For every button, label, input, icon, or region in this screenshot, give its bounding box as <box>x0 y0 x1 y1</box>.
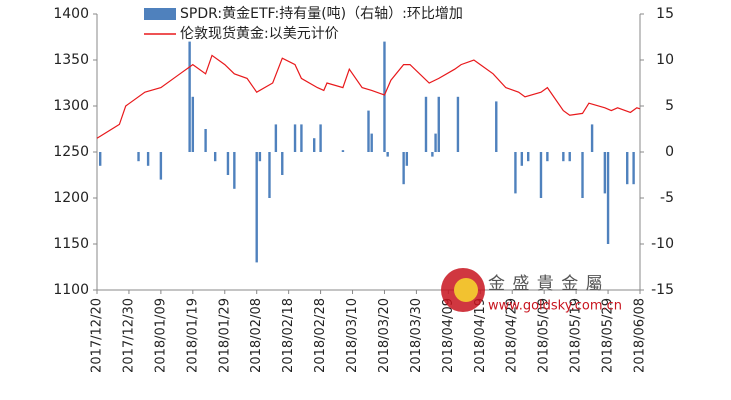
bar <box>204 129 207 152</box>
x-tick-label: 2018/03/30 <box>409 298 424 373</box>
bar <box>603 152 607 194</box>
bar <box>546 152 549 162</box>
y-tick-label: 1100 <box>53 282 89 298</box>
x-tick-label: 2018/04/19 <box>473 298 488 373</box>
bar <box>562 152 565 162</box>
y2-tick-label: 5 <box>665 98 674 114</box>
line <box>96 54 641 139</box>
x-tick-label: 2018/02/18 <box>281 298 296 373</box>
y-tick-label: 1150 <box>53 236 89 252</box>
bar <box>268 152 271 198</box>
logo-sun <box>454 278 478 302</box>
legend-label: SPDR:黄金ETF:持有量(吨)（右轴）:环比增加 <box>180 5 463 22</box>
logo-name: 金 盛 貴 金 屬 <box>488 274 604 294</box>
bar <box>146 152 150 166</box>
bar <box>370 133 373 152</box>
y2-tick-label: -15 <box>651 282 674 298</box>
bar <box>434 133 437 152</box>
x-tick-label: 2018/02/28 <box>313 298 328 373</box>
bar <box>495 101 498 152</box>
bar <box>456 96 460 152</box>
bar <box>300 124 303 152</box>
bar <box>581 152 584 198</box>
bar <box>255 152 258 263</box>
bar <box>313 138 316 152</box>
bar <box>226 152 230 175</box>
legend-swatch <box>144 8 176 20</box>
bar <box>319 124 322 152</box>
bar <box>568 152 571 162</box>
watermark-logo: 金 盛 貴 金 屬 www.goldsky.com.cn <box>441 268 622 314</box>
bar <box>137 152 140 162</box>
bar <box>402 152 405 185</box>
x-tick-label: 2018/05/19 <box>569 298 584 373</box>
bar <box>539 152 543 198</box>
x-tick-label: 2018/03/20 <box>377 298 392 373</box>
bar <box>632 152 635 185</box>
bar <box>274 124 278 152</box>
y2-tick-label: 15 <box>656 6 674 22</box>
bar <box>590 124 594 152</box>
bar <box>606 152 610 244</box>
bar <box>514 152 517 194</box>
bar <box>233 152 236 189</box>
bar <box>527 152 530 162</box>
bar <box>159 152 163 180</box>
bar <box>367 110 370 152</box>
bar <box>405 152 409 166</box>
x-tick-label: 2018/03/10 <box>345 298 360 373</box>
x-tick-label: 2018/04/29 <box>505 298 520 373</box>
bar <box>383 41 386 152</box>
bar <box>213 152 217 162</box>
bar <box>341 150 345 152</box>
bar <box>520 152 524 166</box>
x-tick-label: 2017/12/30 <box>121 298 136 373</box>
x-tick-label: 2018/06/08 <box>633 298 648 373</box>
x-tick-label: 2018/04/09 <box>441 298 456 373</box>
x-tick-label: 2018/01/29 <box>217 298 232 373</box>
bar <box>424 96 428 152</box>
y2-tick-label: -10 <box>651 236 674 252</box>
y2-tick-label: -5 <box>660 190 674 206</box>
logo-url: www.goldsky.com.cn <box>488 299 622 314</box>
bar <box>98 152 102 166</box>
bar <box>626 152 629 185</box>
y2-tick-label: 10 <box>656 52 674 68</box>
bar <box>437 96 440 152</box>
x-tick-label: 2018/01/19 <box>185 298 200 373</box>
x-tick-label: 2018/01/09 <box>153 298 168 373</box>
x-tick-label: 2018/05/29 <box>601 298 616 373</box>
legend-label: 伦敦现货黄金:以美元计价 <box>180 25 339 42</box>
bar <box>386 152 389 157</box>
bar <box>188 41 191 152</box>
x-tick-label: 2018/05/09 <box>537 298 552 373</box>
y-tick-label: 1200 <box>53 190 89 206</box>
bar <box>258 152 262 162</box>
x-tick-label: 2018/02/08 <box>249 298 264 373</box>
y-tick-label: 1250 <box>53 144 89 160</box>
x-tick-label: 2017/12/20 <box>90 298 105 373</box>
bar <box>281 152 284 175</box>
y-tick-label: 1300 <box>53 98 89 114</box>
bar <box>191 96 195 152</box>
y-tick-label: 1350 <box>53 52 89 68</box>
bar <box>431 152 434 157</box>
y2-tick-label: 0 <box>665 144 674 160</box>
y-tick-label: 1400 <box>53 6 89 22</box>
bar <box>293 124 297 152</box>
